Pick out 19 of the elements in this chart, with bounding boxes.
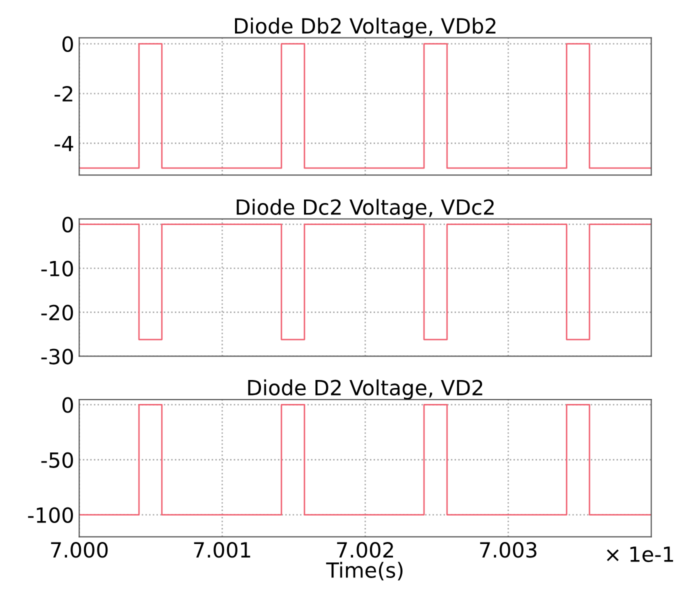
x-tick-label: 7.001: [194, 542, 250, 558]
x-tick-label: 7.000: [51, 542, 108, 558]
y-tick-label: -100: [28, 507, 73, 523]
x-tick-label: 7.003: [480, 542, 536, 558]
x-tick-label: 7.002: [337, 542, 393, 558]
chart-title: Diode Db2 Voltage, VDb2: [235, 18, 496, 38]
y-tick-label: -10: [41, 260, 73, 276]
y-tick-label: 0: [62, 36, 73, 52]
y-tick-label: -30: [41, 348, 73, 364]
x-axis-title: Time(s): [326, 562, 402, 580]
text: × 1e-1: [606, 546, 674, 562]
y-tick-label: -20: [41, 304, 73, 320]
y-tick-label: -50: [41, 452, 73, 468]
y-tick-label: 0: [62, 216, 73, 232]
chart-title: Diode Dc2 Voltage, VDc2: [236, 198, 494, 219]
y-tick-label: -2: [54, 86, 72, 102]
y-tick-label: 0: [62, 397, 73, 413]
y-tick-label: -4: [54, 136, 74, 152]
chart-title: Diode D2 Voltage, VD2: [248, 379, 482, 400]
